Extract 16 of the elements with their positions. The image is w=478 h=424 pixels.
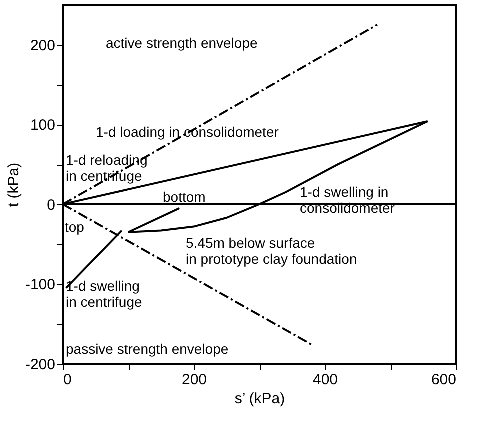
x-tick-label: 0 [64,372,72,388]
annotation: passive strength envelope [66,341,229,357]
y-tick-label: 200 [30,37,56,54]
annotation: 5.45m below surface in prototype clay foundation [186,235,358,267]
y-tick-label: -100 [25,276,56,294]
x-tick-label: 400 [312,372,338,388]
y-tick-label: -200 [25,356,56,374]
x-axis-title: s’ (kPa) [234,390,286,408]
annotation: bottom [163,189,206,205]
annotation: active strength envelope [106,35,258,51]
y-axis-title: t (kPa) [5,162,22,208]
x-tick-label: 200 [182,372,208,388]
y-tick-label: 100 [30,117,56,134]
annotation: top [65,219,85,235]
x-tick-label: 600 [431,372,456,388]
y-tick-label: 0 [47,196,56,214]
